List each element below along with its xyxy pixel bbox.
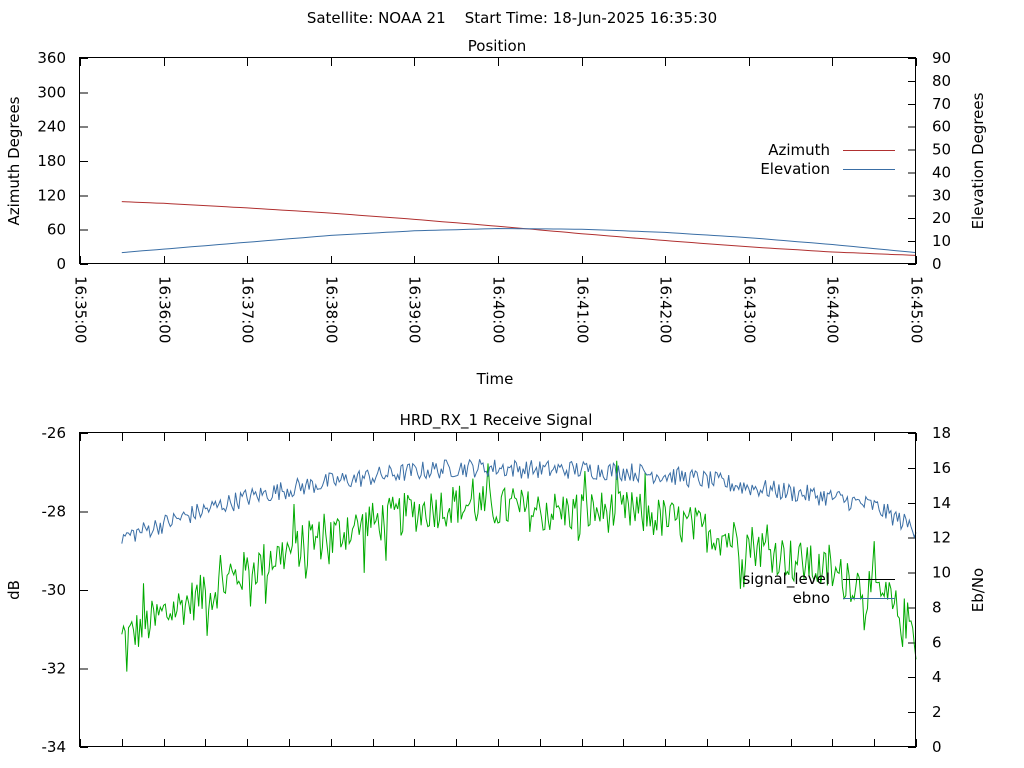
legend-label: Azimuth: [768, 141, 830, 159]
receive-signal-plot-title: HRD_RX_1 Receive Signal: [400, 411, 593, 430]
azimuth-axis-label: Azimuth Degrees: [5, 96, 23, 225]
legend-label: Elevation: [760, 160, 830, 178]
y2-tick-label: 6: [932, 633, 942, 651]
signal_level-series-line: [121, 460, 917, 672]
y-tick-label: -32: [42, 660, 67, 678]
y2-tick-label: 10: [932, 564, 951, 582]
y-tick-label: -30: [42, 581, 67, 599]
y2-tick-label: 70: [932, 95, 951, 113]
y2-tick-label: 90: [932, 49, 951, 67]
y2-tick-label: 20: [932, 209, 951, 227]
y-tick-label: -26: [42, 424, 67, 442]
y2-tick-label: 80: [932, 72, 951, 90]
y-tick-label: 120: [37, 186, 66, 204]
receive-signal-plot-frame: [79, 432, 916, 747]
x-tick-label: 16:43:00: [741, 276, 759, 343]
ebno-series-line: [121, 458, 917, 544]
y-tick-label: -28: [42, 503, 67, 521]
Elevation-series-line: [121, 227, 917, 254]
y2-tick-label: 12: [932, 529, 951, 547]
y-tick-label: 240: [37, 118, 66, 136]
x-tick-label: 16:37:00: [239, 276, 257, 343]
y-tick-label: 300: [37, 83, 66, 101]
y2-tick-label: 0: [932, 738, 942, 756]
elevation-axis-label: Elevation Degrees: [969, 92, 987, 229]
y2-tick-label: 4: [932, 668, 942, 686]
y-tick-label: 360: [37, 49, 66, 67]
position-plot-title: Position: [468, 37, 526, 55]
x-tick-label: 16:39:00: [406, 276, 424, 343]
y-tick-label: 0: [56, 255, 66, 273]
figure-title: Satellite: NOAA 21 Start Time: 18-Jun-20…: [307, 9, 717, 27]
y2-tick-label: 60: [932, 118, 951, 136]
db-axis-label: dB: [5, 580, 23, 600]
receive-signal-plot: HRD_RX_1 Receive Signal dB Eb/No -34 -32 -…: [5, 411, 987, 756]
y2-tick-label: 30: [932, 186, 951, 204]
position-plot-frame: [79, 57, 916, 264]
x-tick-label: 16:35:00: [72, 276, 90, 343]
Azimuth-series-line: [121, 201, 917, 256]
y2-tick-label: 2: [932, 703, 942, 721]
x-tick-label: 16:45:00: [908, 276, 926, 343]
ebno-axis-label: Eb/No: [969, 568, 987, 612]
x-tick-label: 16:42:00: [657, 276, 675, 343]
y-tick-label: -34: [42, 738, 67, 756]
y2-tick-label: 50: [932, 141, 951, 159]
y2-tick-label: 8: [932, 598, 942, 616]
x-tick-label: 16:38:00: [323, 276, 341, 343]
y-tick-label: 60: [47, 221, 66, 239]
x-tick-label: 16:40:00: [490, 276, 508, 343]
time-axis-label: Time: [476, 370, 514, 388]
legend-label: signal_level: [742, 570, 830, 589]
x-tick-label: 16:44:00: [824, 276, 842, 343]
y2-tick-label: 0: [932, 255, 942, 273]
x-tick-label: 16:36:00: [156, 276, 174, 343]
legend-label: ebno: [793, 589, 830, 607]
y2-tick-label: 14: [932, 494, 951, 512]
y2-tick-label: 40: [932, 163, 951, 181]
y2-tick-label: 10: [932, 232, 951, 250]
y2-tick-label: 18: [932, 424, 951, 442]
x-tick-label: 16:41:00: [574, 276, 592, 343]
position-plot: Position Azimuth Degrees Elevation Degre…: [5, 37, 987, 388]
y2-tick-label: 16: [932, 459, 951, 477]
y-tick-label: 180: [37, 152, 66, 170]
